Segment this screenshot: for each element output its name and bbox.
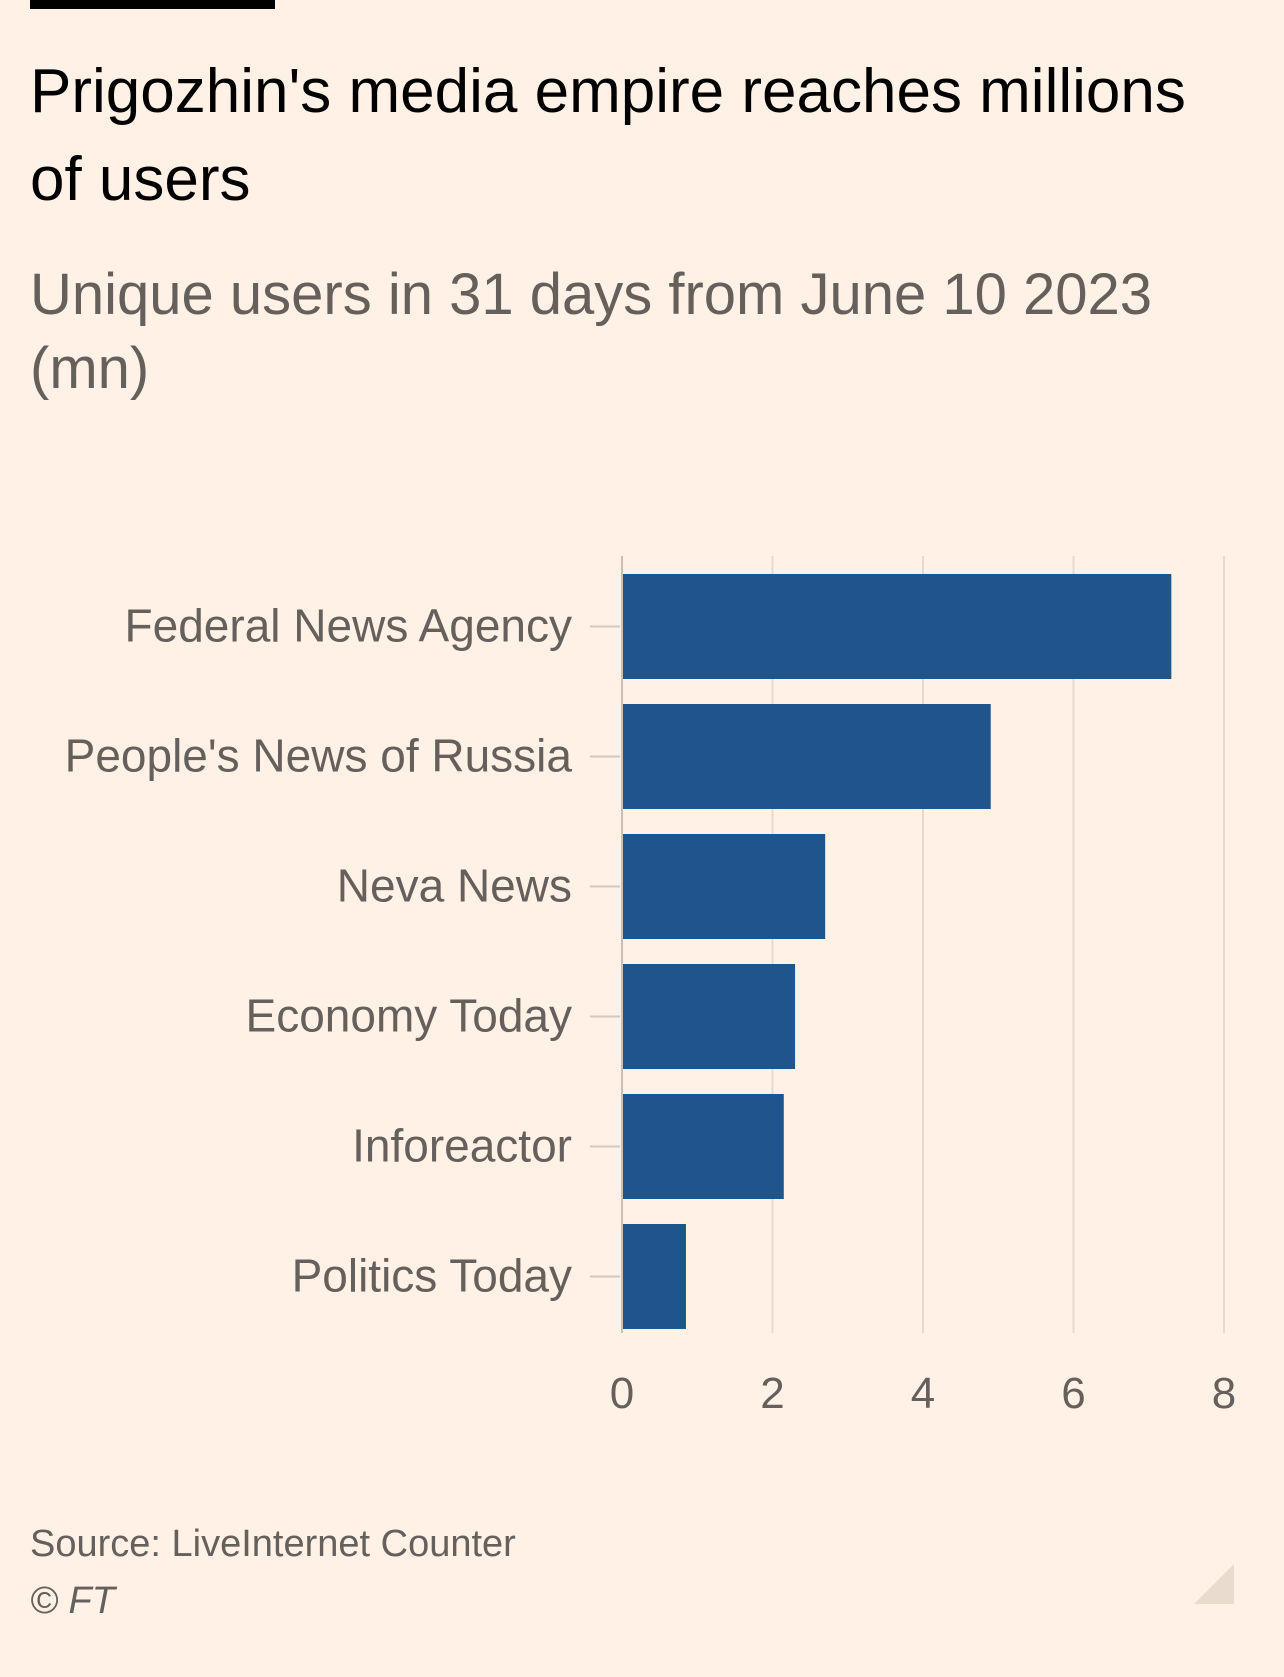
resize-corner-icon [1194, 1564, 1234, 1604]
bar [623, 574, 1172, 679]
chart-title: Prigozhin's media empire reaches million… [30, 57, 1186, 214]
x-tick-label: 2 [760, 1369, 784, 1418]
category-label: Federal News Agency [125, 600, 572, 652]
x-tick-label: 4 [911, 1369, 935, 1418]
bar [623, 1224, 686, 1329]
source-note: Source: LiveInternet Counter [30, 1523, 516, 1565]
bar [623, 704, 991, 809]
category-label: Neva News [337, 860, 572, 912]
chart-subtitle: Unique users in 31 days from June 10 202… [30, 262, 1153, 401]
bar [623, 1094, 784, 1199]
category-label: Inforeactor [352, 1120, 572, 1172]
x-tick-label: 0 [610, 1369, 634, 1418]
bar [623, 834, 826, 939]
category-label: People's News of Russia [65, 730, 573, 782]
brand-bar [30, 0, 275, 9]
copyright: © FT [30, 1580, 115, 1622]
bar [623, 964, 796, 1069]
x-tick-label: 8 [1212, 1369, 1236, 1418]
category-label: Politics Today [292, 1250, 572, 1302]
category-label: Economy Today [246, 990, 572, 1042]
x-tick-label: 6 [1061, 1369, 1085, 1418]
